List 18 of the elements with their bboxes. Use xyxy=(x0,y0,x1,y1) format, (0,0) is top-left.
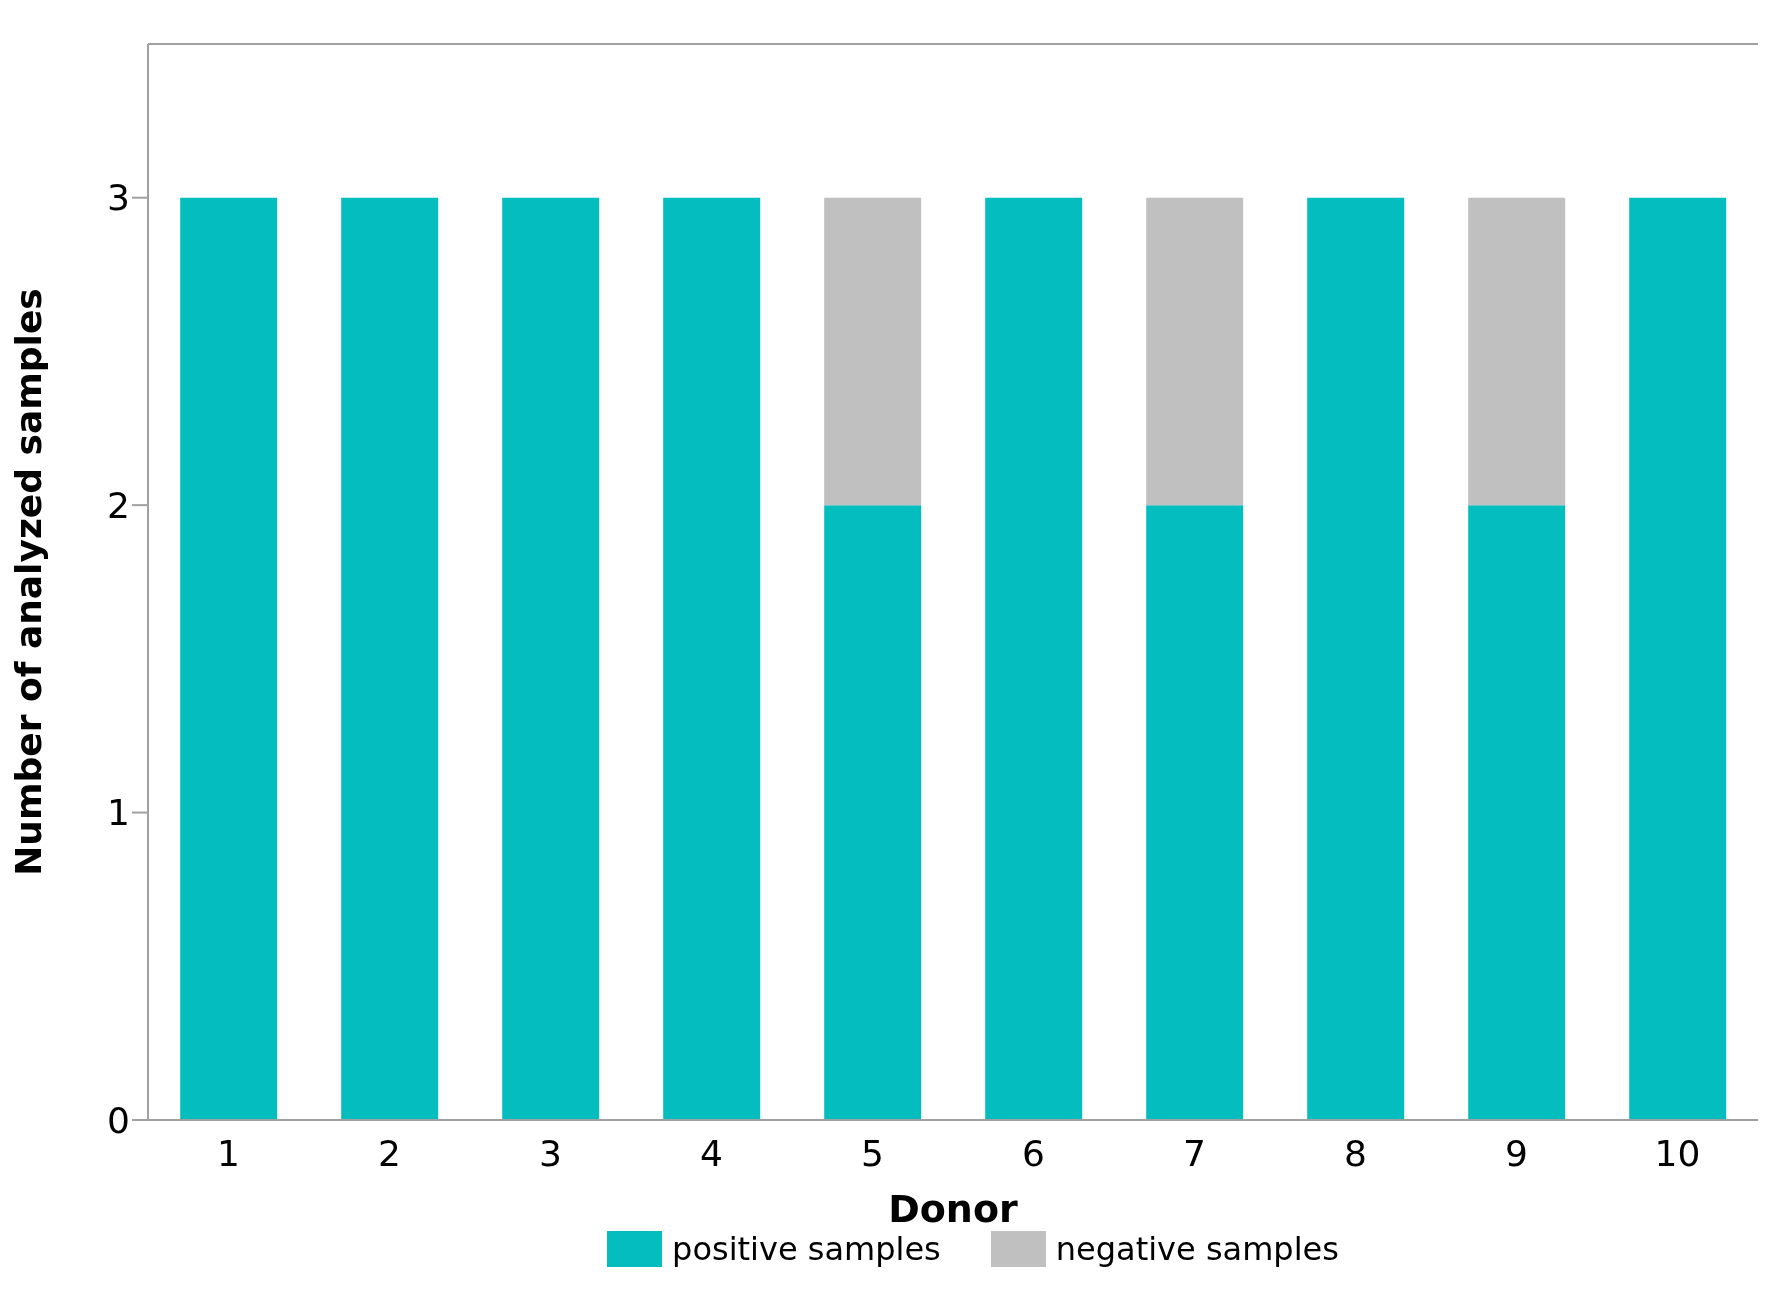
y-tick-label: 0 xyxy=(107,1099,130,1141)
y-tick-label: 3 xyxy=(107,177,130,219)
x-tick-label: 5 xyxy=(861,1132,884,1174)
x-tick-label: 1 xyxy=(217,1132,240,1174)
legend-label: positive samples xyxy=(672,1230,941,1268)
x-tick-label: 3 xyxy=(539,1132,562,1174)
x-tick-label: 7 xyxy=(1183,1132,1206,1174)
x-axis-title: Donor xyxy=(888,1187,1019,1231)
y-tick-label: 1 xyxy=(107,792,130,834)
y-tick-label: 2 xyxy=(107,484,130,526)
x-tick-label: 8 xyxy=(1344,1132,1367,1174)
x-tick-label: 9 xyxy=(1505,1132,1528,1174)
x-tick-label: 2 xyxy=(378,1132,401,1174)
x-tick-label: 6 xyxy=(1022,1132,1045,1174)
x-tick-label: 10 xyxy=(1654,1132,1701,1174)
y-axis-title: Number of analyzed samples xyxy=(7,288,49,876)
x-tick-label: 4 xyxy=(700,1132,723,1174)
legend-label: negative samples xyxy=(1055,1230,1339,1268)
